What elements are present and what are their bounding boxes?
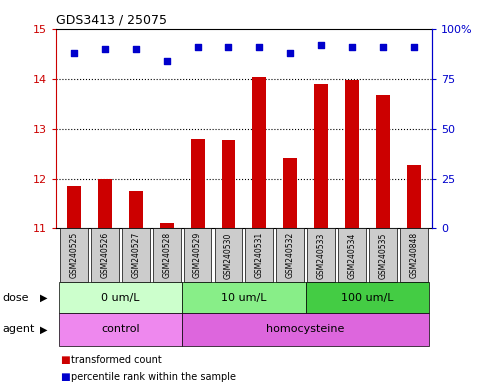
Point xyxy=(194,44,201,50)
Bar xyxy=(182,313,429,346)
Bar xyxy=(182,282,306,313)
Bar xyxy=(276,228,304,282)
Bar xyxy=(369,228,397,282)
Bar xyxy=(91,228,119,282)
Bar xyxy=(184,228,212,282)
Text: GSM240528: GSM240528 xyxy=(162,232,171,278)
Text: GSM240530: GSM240530 xyxy=(224,232,233,278)
Bar xyxy=(306,282,429,313)
Point xyxy=(379,44,387,50)
Text: GSM240525: GSM240525 xyxy=(70,232,79,278)
Text: ▶: ▶ xyxy=(40,324,47,334)
Bar xyxy=(253,77,266,228)
Text: control: control xyxy=(101,324,140,334)
Bar xyxy=(129,191,143,228)
Bar xyxy=(376,95,390,228)
Text: 100 um/L: 100 um/L xyxy=(341,293,394,303)
Bar xyxy=(122,228,150,282)
Text: GSM240534: GSM240534 xyxy=(347,232,356,278)
Point xyxy=(348,44,356,50)
Text: ■: ■ xyxy=(60,355,70,365)
Text: GSM240533: GSM240533 xyxy=(317,232,326,278)
Text: GSM240532: GSM240532 xyxy=(286,232,295,278)
Text: agent: agent xyxy=(2,324,35,334)
Text: ▶: ▶ xyxy=(40,293,47,303)
Text: 0 um/L: 0 um/L xyxy=(101,293,140,303)
Text: percentile rank within the sample: percentile rank within the sample xyxy=(71,372,237,382)
Text: dose: dose xyxy=(2,293,29,303)
Point xyxy=(101,46,109,52)
Text: GSM240848: GSM240848 xyxy=(409,232,418,278)
Bar xyxy=(153,228,181,282)
Bar xyxy=(307,228,335,282)
Bar xyxy=(400,228,427,282)
Bar xyxy=(98,179,112,228)
Text: homocysteine: homocysteine xyxy=(267,324,345,334)
Text: GDS3413 / 25075: GDS3413 / 25075 xyxy=(56,14,167,27)
Bar xyxy=(345,80,359,228)
Bar xyxy=(245,228,273,282)
Bar xyxy=(314,84,328,228)
Text: GSM240529: GSM240529 xyxy=(193,232,202,278)
Point xyxy=(317,42,325,48)
Bar xyxy=(58,313,182,346)
Point xyxy=(410,44,418,50)
Point xyxy=(225,44,232,50)
Bar xyxy=(222,140,235,228)
Text: 10 um/L: 10 um/L xyxy=(221,293,267,303)
Point xyxy=(70,50,78,56)
Point xyxy=(256,44,263,50)
Point xyxy=(132,46,140,52)
Text: GSM240535: GSM240535 xyxy=(378,232,387,278)
Bar xyxy=(160,223,174,228)
Point xyxy=(163,58,170,64)
Bar xyxy=(284,157,297,228)
Bar xyxy=(67,186,81,228)
Point xyxy=(286,50,294,56)
Bar xyxy=(338,228,366,282)
Text: GSM240527: GSM240527 xyxy=(131,232,141,278)
Bar xyxy=(60,228,88,282)
Text: transformed count: transformed count xyxy=(71,355,162,365)
Text: ■: ■ xyxy=(60,372,70,382)
Bar xyxy=(407,165,421,228)
Bar xyxy=(191,139,204,228)
Text: GSM240526: GSM240526 xyxy=(100,232,110,278)
Bar xyxy=(214,228,242,282)
Bar xyxy=(58,282,182,313)
Text: GSM240531: GSM240531 xyxy=(255,232,264,278)
